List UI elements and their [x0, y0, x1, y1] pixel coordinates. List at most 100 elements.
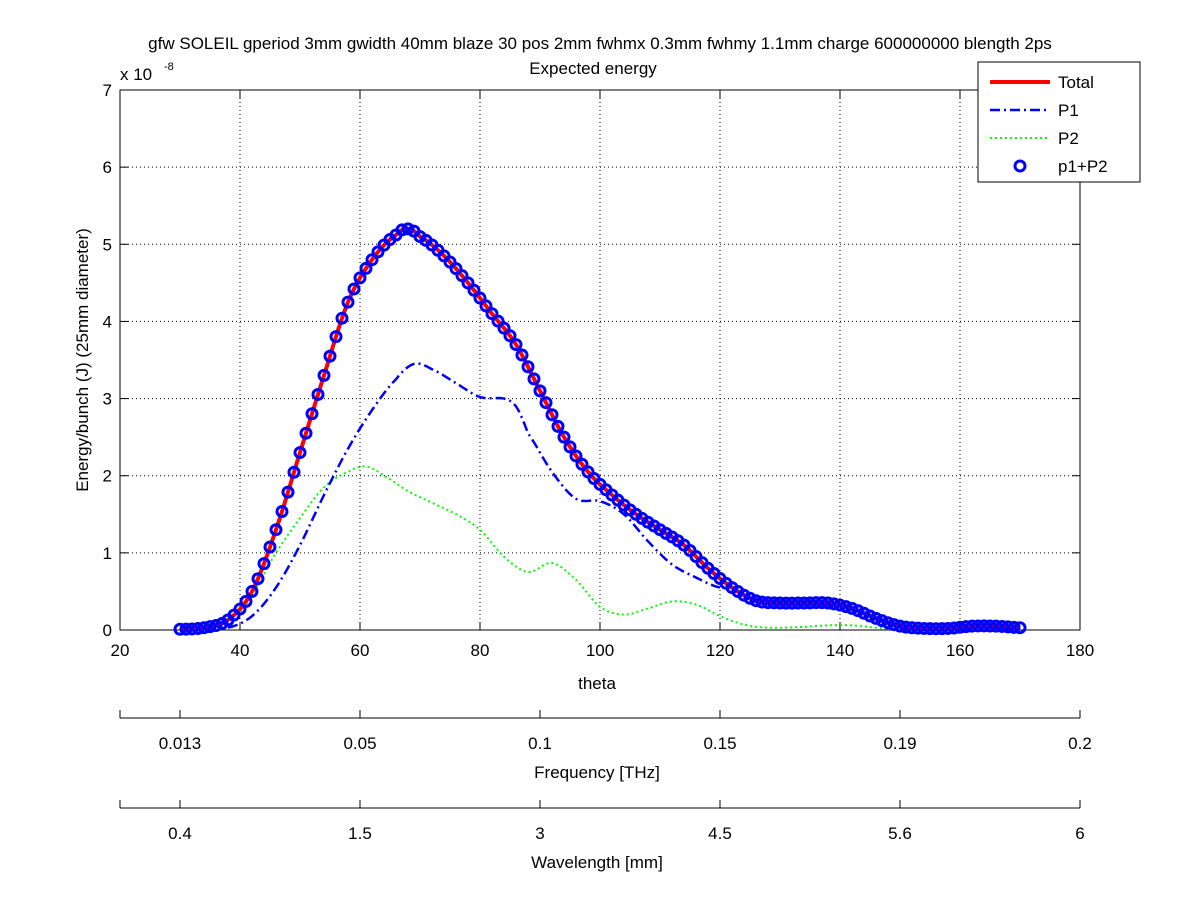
p1p2-marker: [797, 596, 811, 610]
x-tick-label: 120: [706, 641, 734, 660]
p1p2-marker: [935, 622, 949, 636]
x-tick-label: 40: [231, 641, 250, 660]
p1p2-marker: [233, 602, 247, 616]
p1p2-marker: [263, 540, 277, 554]
wavelength-axis-label: Wavelength [mm]: [531, 853, 663, 872]
p1p2-marker: [359, 261, 373, 275]
p1p2-marker: [269, 523, 283, 537]
p1p2-marker: [983, 619, 997, 633]
p1p2-marker: [197, 621, 211, 635]
p1p2-marker: [509, 338, 523, 352]
p1p2-marker: [311, 387, 325, 401]
p1p2-marker: [791, 596, 805, 610]
p1p2-marker: [353, 271, 367, 285]
p1p2-marker: [533, 384, 547, 398]
p1p2-marker: [341, 295, 355, 309]
x-tick-label: 140: [826, 641, 854, 660]
secondary-tick-label: 0.013: [159, 734, 202, 753]
frequency-axis-label: Frequency [THz]: [534, 763, 660, 782]
plot-area: 20 40 60 80 100 120 140 160 180 0 1 2 3 4 5 6 7: [103, 81, 1095, 660]
p1p2-marker: [473, 291, 487, 305]
p1p2-marker: [185, 622, 199, 636]
y-tick-label: 5: [103, 235, 112, 254]
x-tick-label: 60: [351, 641, 370, 660]
p1p2-marker: [887, 618, 901, 632]
p1p2-marker: [833, 598, 847, 612]
p1p2-marker: [323, 349, 337, 363]
y-tick-label: 0: [103, 621, 112, 640]
y-axis-ticks: 0 1 2 3 4 5 6 7: [103, 81, 1080, 640]
p1p2-marker: [743, 591, 757, 605]
p1p2-marker: [545, 408, 559, 422]
legend-label-p1: P1: [1058, 101, 1079, 120]
p1p2-marker: [209, 619, 223, 633]
secondary-tick-label: 4.5: [708, 824, 732, 843]
p1p2-marker: [317, 368, 331, 382]
p1p2-marker: [815, 596, 829, 610]
x-tick-label: 80: [471, 641, 490, 660]
p1p2-marker: [179, 622, 193, 636]
p1p2-marker: [977, 619, 991, 633]
p1p2-marker: [893, 619, 907, 633]
p1p2-marker: [1007, 620, 1021, 634]
p1p2-marker: [293, 446, 307, 460]
p1p2-marker: [173, 622, 187, 636]
p1p2-marker: [959, 620, 973, 634]
frequency-axis: 0.013 0.05 0.1 0.15 0.19 0.2: [119, 710, 1092, 753]
p1p2-marker: [575, 457, 589, 471]
p1p2-marker: [773, 596, 787, 610]
p1p2-marker: [761, 596, 775, 610]
y-tick-label: 3: [103, 390, 112, 409]
p1p2-marker: [971, 619, 985, 633]
x-axis-ticks: 20 40 60 80 100 120 140 160 180: [111, 90, 1094, 660]
y-tick-label: 7: [103, 81, 112, 100]
legend-label-total: Total: [1058, 73, 1094, 92]
p1p2-marker: [821, 596, 835, 610]
p1p2-marker: [827, 597, 841, 611]
p1p2-marker: [995, 619, 1009, 633]
p1p2-marker: [881, 616, 895, 630]
p1p2-marker: [755, 595, 769, 609]
p1p2-marker: [899, 620, 913, 634]
p1p2-marker: [875, 614, 889, 628]
p1p2-marker: [845, 601, 859, 615]
p1p2-marker: [911, 621, 925, 635]
p1p2-marker: [365, 253, 379, 267]
p1p2-marker: [557, 430, 571, 444]
p1p2-marker: [551, 419, 565, 433]
legend-label-p2: P2: [1058, 129, 1079, 148]
p1p2-marker: [521, 360, 535, 374]
y-axis-label: Energy/bunch (J) (25mm diameter): [73, 228, 92, 492]
p1p2-marker: [839, 600, 853, 614]
p1p2-marker: [809, 596, 823, 610]
p1p2-marker: [905, 621, 919, 635]
p1p2-marker: [287, 465, 301, 479]
grid-lines: [120, 90, 1080, 630]
p1p2-marker: [767, 596, 781, 610]
x-tick-label: 160: [946, 641, 974, 660]
series-line-p2: [227, 465, 901, 631]
p1p2-marker: [401, 222, 415, 236]
secondary-tick-label: 1.5: [348, 824, 372, 843]
secondary-tick-label: 0.2: [1068, 734, 1092, 753]
p1p2-marker: [869, 611, 883, 625]
secondary-tick-label: 0.05: [343, 734, 376, 753]
p1p2-marker: [785, 596, 799, 610]
p1p2-marker: [305, 407, 319, 421]
legend: Total P1 P2 p1+P2: [977, 61, 1141, 183]
p1p2-marker: [947, 621, 961, 635]
p1p2-marker: [749, 594, 763, 608]
p1p2-marker: [251, 572, 265, 586]
secondary-tick-label: 3: [535, 824, 544, 843]
secondary-tick-label: 0.19: [883, 734, 916, 753]
p1p2-marker: [275, 505, 289, 519]
p1p2-marker: [923, 622, 937, 636]
x-tick-label: 180: [1066, 641, 1094, 660]
y-tick-label: 2: [103, 467, 112, 486]
p1p2-marker: [941, 621, 955, 635]
p1p2-marker: [467, 283, 481, 297]
p1p2-marker: [779, 596, 793, 610]
p1p2-marker: [329, 330, 343, 344]
p1p2-marker: [503, 329, 517, 343]
secondary-tick-label: 6: [1075, 824, 1084, 843]
